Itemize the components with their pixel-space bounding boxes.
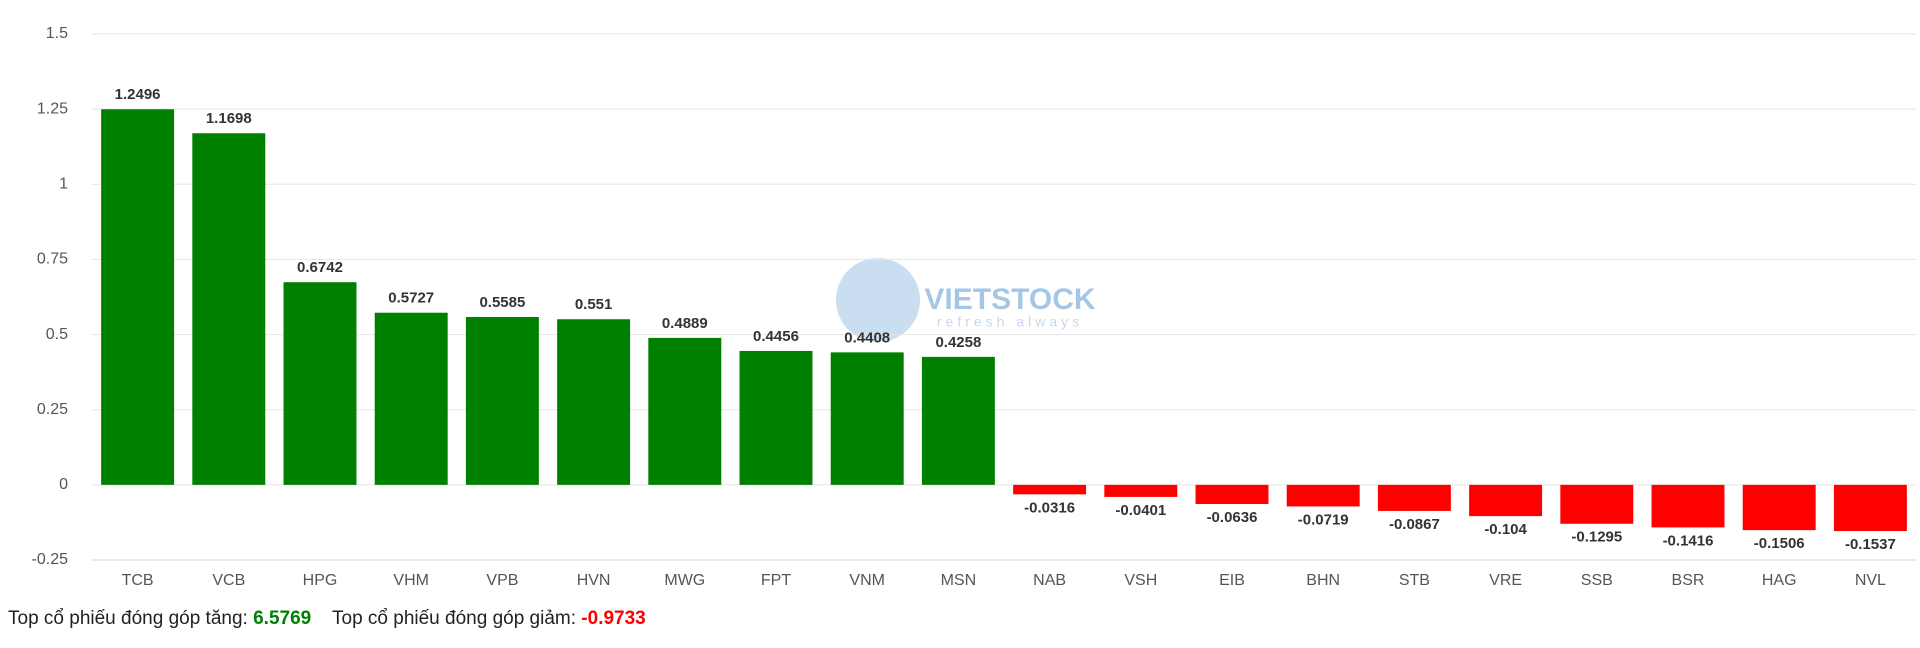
bar — [1833, 484, 1907, 532]
x-tick-label: VCB — [212, 572, 245, 589]
value-label: -0.0316 — [1024, 499, 1075, 516]
value-label: -0.104 — [1484, 521, 1527, 538]
x-tick-label: STB — [1399, 572, 1430, 589]
x-tick-label: VRE — [1489, 572, 1522, 589]
bar — [1651, 484, 1725, 528]
value-label: -0.1416 — [1663, 532, 1714, 549]
bar — [921, 356, 995, 485]
value-label: 0.4456 — [753, 328, 799, 345]
up-value: 6.5769 — [253, 608, 312, 629]
y-tick-label: 1 — [59, 176, 68, 193]
bar — [1195, 484, 1269, 504]
x-tick-label: NVL — [1855, 572, 1886, 589]
x-tick-label: EIB — [1219, 572, 1245, 589]
plot: -0.25 0 0.25 0.5 0.75 1 1.25 1.5 TCB 1.2496 VCB 1.1… — [32, 25, 1916, 589]
value-label: 1.2496 — [115, 86, 161, 103]
x-tick-label: HVN — [577, 572, 611, 589]
x-tick-label: VHM — [393, 572, 429, 589]
value-label: 0.4889 — [662, 315, 708, 332]
bar — [192, 133, 266, 485]
value-label: -0.0867 — [1389, 516, 1440, 533]
watermark: VIETSTOCK refresh always — [836, 258, 1096, 342]
y-tick-label: 0 — [59, 476, 68, 493]
watermark-brand: VIETSTOCK — [924, 283, 1095, 316]
bar — [739, 350, 813, 485]
value-label: -0.1537 — [1845, 536, 1896, 553]
bar — [283, 282, 357, 485]
up-label: Top cổ phiếu đóng góp tăng: — [8, 608, 248, 629]
y-tick-label: 1.25 — [37, 100, 68, 117]
y-tick-label: 0.25 — [37, 401, 68, 418]
y-tick-label: -0.25 — [32, 551, 69, 568]
down-value: -0.9733 — [581, 608, 646, 629]
value-label: 0.6742 — [297, 259, 343, 276]
value-label: -0.0636 — [1207, 509, 1258, 526]
x-tick-label: HAG — [1762, 572, 1797, 589]
bar — [1286, 484, 1360, 507]
x-tick-label: VNM — [849, 572, 885, 589]
bar — [1469, 484, 1543, 517]
watermark-logo — [836, 258, 920, 342]
value-label: 0.5727 — [388, 290, 434, 307]
x-tick-label: TCB — [122, 572, 154, 589]
bar — [1104, 484, 1178, 497]
bar — [101, 109, 175, 485]
x-tick-label: FPT — [761, 572, 791, 589]
bar — [1013, 484, 1087, 495]
x-tick-label: MSN — [941, 572, 977, 589]
value-label: 0.4258 — [935, 334, 981, 351]
bar — [1742, 484, 1816, 531]
x-tick-label: SSB — [1581, 572, 1613, 589]
value-label: 0.5585 — [479, 294, 525, 311]
x-tick-label: HPG — [303, 572, 338, 589]
bar — [1377, 484, 1451, 511]
value-label: -0.1295 — [1571, 529, 1622, 546]
bar — [648, 337, 722, 485]
x-tick-label: BHN — [1306, 572, 1340, 589]
value-label: -0.0719 — [1298, 511, 1349, 528]
y-tick-label: 0.5 — [46, 326, 68, 343]
x-tick-label: BSR — [1672, 572, 1705, 589]
value-label: 0.551 — [575, 296, 613, 313]
value-label: -0.1506 — [1754, 535, 1805, 552]
value-label: 1.1698 — [206, 110, 252, 127]
value-label: 0.4408 — [844, 329, 890, 346]
bar — [465, 316, 539, 485]
x-tick-label: MWG — [664, 572, 705, 589]
watermark-slogan: refresh always — [937, 314, 1083, 330]
x-tick-label: VSH — [1124, 572, 1157, 589]
x-tick-label: VPB — [486, 572, 518, 589]
summary: Top cổ phiếu đóng góp tăng: 6.5769 Top c… — [8, 608, 646, 630]
y-tick-label: 0.75 — [37, 251, 68, 268]
bar — [374, 312, 448, 485]
bar — [557, 319, 631, 485]
value-label: -0.0401 — [1115, 502, 1166, 519]
x-tick-label: NAB — [1033, 572, 1066, 589]
chart: VIETSTOCK refresh always -0.25 0 0.25 0.5 0.… — [32, 25, 1916, 589]
bar — [1560, 484, 1634, 524]
down-label: Top cổ phiếu đóng góp giảm: — [332, 608, 577, 629]
bar — [830, 352, 904, 485]
y-tick-label: 1.5 — [46, 25, 68, 42]
